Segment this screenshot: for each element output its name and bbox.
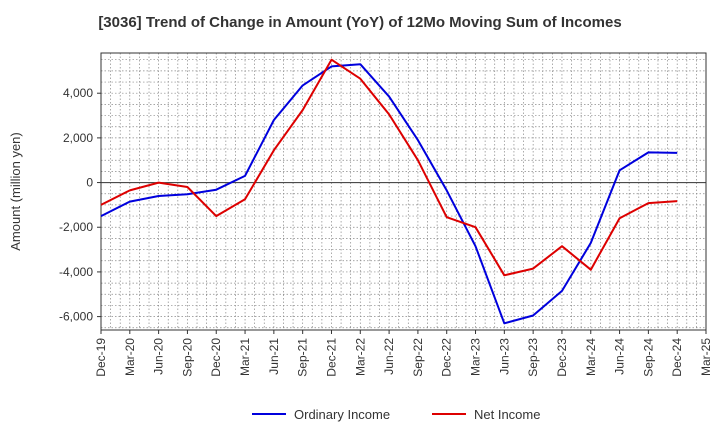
x-tick-label: Dec-20 — [209, 338, 223, 377]
x-tick-label: Mar-23 — [469, 338, 483, 376]
x-tick-label: Dec-21 — [324, 338, 338, 377]
x-tick-label: Sep-20 — [180, 338, 194, 377]
x-tick-label: Jun-21 — [267, 338, 281, 375]
chart-title: [3036] Trend of Change in Amount (YoY) o… — [98, 14, 622, 31]
x-tick-label: Jun-20 — [152, 338, 166, 375]
y-tick-label: 0 — [86, 176, 93, 190]
x-tick-label: Jun-24 — [613, 338, 627, 375]
x-tick-label: Jun-22 — [382, 338, 396, 375]
y-tick-label: 4,000 — [63, 86, 93, 100]
x-tick-label: Mar-21 — [238, 338, 252, 376]
legend-label: Net Income — [474, 407, 540, 422]
y-tick-label: -6,000 — [59, 310, 93, 324]
x-tick-label: Mar-24 — [584, 338, 598, 376]
x-tick-label: Dec-23 — [555, 338, 569, 377]
x-tick-label: Dec-24 — [670, 338, 684, 377]
y-axis-title: Amount (million yen) — [8, 132, 23, 251]
series-line-net-income — [100, 58, 678, 277]
x-tick-label: Sep-21 — [296, 338, 310, 377]
y-tick-label: -2,000 — [59, 220, 93, 234]
y-tick-label: -4,000 — [59, 265, 93, 279]
x-tick-label: Dec-19 — [94, 338, 108, 377]
x-tick-label: Mar-22 — [353, 338, 367, 376]
x-tick-label: Sep-22 — [411, 338, 425, 377]
x-tick-label: Sep-23 — [526, 338, 540, 377]
x-tick-label: Sep-24 — [641, 338, 655, 377]
series-line-ordinary-income — [100, 63, 678, 325]
x-tick-label: Mar-20 — [123, 338, 137, 376]
x-tick-label: Jun-23 — [497, 338, 511, 375]
x-tick-label: Mar-25 — [699, 338, 713, 376]
y-tick-label: 2,000 — [63, 131, 93, 145]
plot-frame — [100, 52, 707, 331]
x-tick-label: Dec-22 — [440, 338, 454, 377]
legend-label: Ordinary Income — [294, 407, 390, 422]
